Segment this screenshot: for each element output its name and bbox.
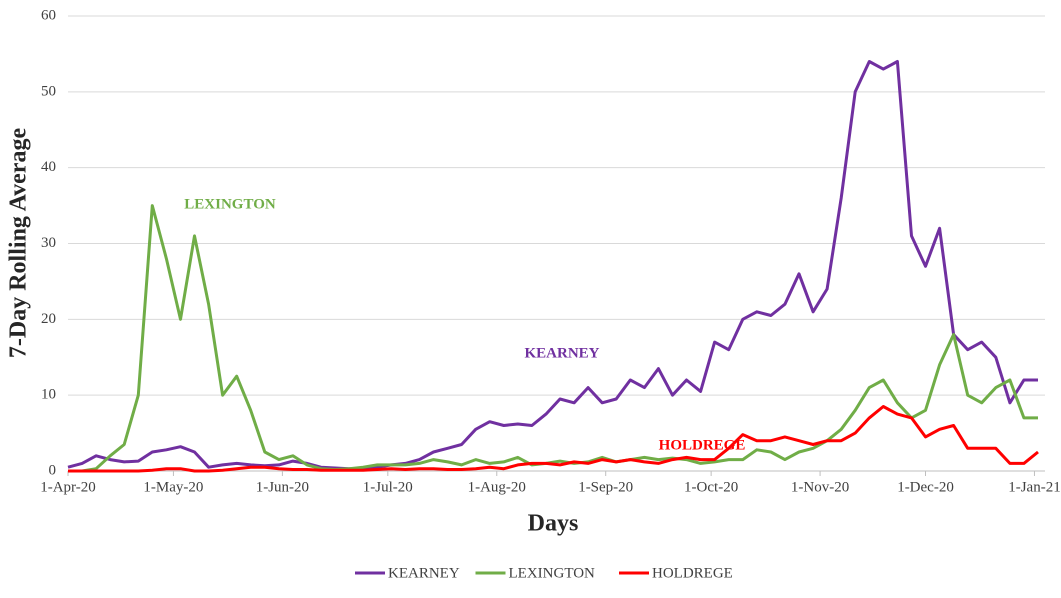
annotation: HOLDREGE xyxy=(659,437,746,453)
y-tick-label: 50 xyxy=(41,83,56,99)
y-tick-label: 10 xyxy=(41,387,56,403)
y-tick-label: 60 xyxy=(41,7,56,23)
x-tick-label: 1-Apr-20 xyxy=(40,479,96,495)
line-series xyxy=(68,204,1038,473)
x-axis-title: Days xyxy=(528,511,579,537)
annotation: KEARNEY xyxy=(524,345,599,361)
line-series xyxy=(68,405,1039,473)
x-tick-label: 1-Dec-20 xyxy=(897,479,954,495)
x-tick-label: 1-Sep-20 xyxy=(578,479,633,495)
line-series xyxy=(67,60,1038,471)
y-tick-label: 40 xyxy=(41,159,56,175)
legend-label: KEARNEY xyxy=(388,565,460,581)
x-tick-label: 1-Jun-20 xyxy=(256,479,309,495)
x-tick-label: 1-Oct-20 xyxy=(684,479,738,495)
y-axis-title: 7-Day Rolling Average xyxy=(6,128,32,359)
x-tick-label: 1-Jul-20 xyxy=(363,479,413,495)
x-tick-label: 1-Jan-21 xyxy=(1008,479,1061,495)
legend-label: HOLDREGE xyxy=(652,565,733,581)
y-tick-label: 30 xyxy=(41,235,56,251)
annotation: LEXINGTON xyxy=(184,196,276,212)
y-tick-label: 0 xyxy=(49,462,57,478)
x-tick-label: 1-May-20 xyxy=(143,479,203,495)
x-tick-label: 1-Aug-20 xyxy=(468,479,526,495)
legend-label: LEXINGTON xyxy=(509,565,596,581)
y-tick-label: 20 xyxy=(41,311,56,327)
x-tick-label: 1-Nov-20 xyxy=(791,479,849,495)
